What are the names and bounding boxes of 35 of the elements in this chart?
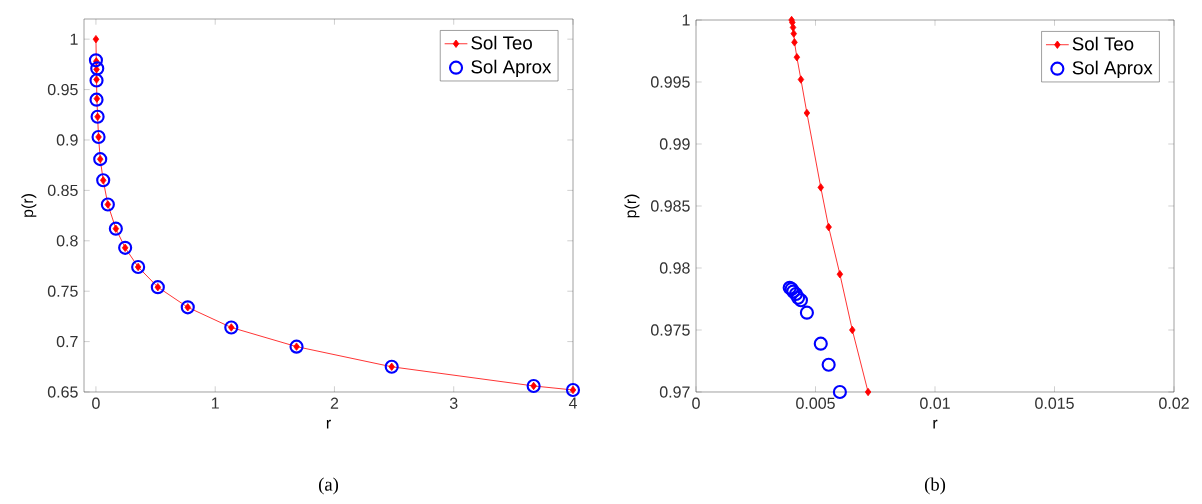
text: (b)	[924, 477, 946, 495]
x-axis-title: r	[933, 419, 938, 429]
legend-label: Sol Aprox	[471, 59, 552, 78]
y-tick-label: 0.985	[651, 200, 690, 212]
legend-label: Sol Teo	[1072, 36, 1134, 51]
y-axis-title: p(r)	[21, 194, 37, 217]
x-tick-label: 2	[330, 397, 339, 409]
x-tick-label: 0.02	[1159, 397, 1189, 409]
legend-label: Sol Teo	[471, 35, 532, 50]
x-tick-label: 0.01	[920, 397, 950, 409]
y-tick-label: 0.8	[56, 235, 78, 247]
y-tick-label: 0.75	[47, 285, 78, 297]
y-tick-label: 0.85	[47, 184, 78, 197]
y-tick-label: 0.99	[659, 138, 690, 150]
y-tick-label: 1	[70, 33, 78, 45]
legend-label: Sol Aprox	[1072, 60, 1153, 79]
x-axis-title: r	[326, 419, 331, 429]
y-tick-label: 0.97	[659, 386, 690, 398]
x-tick-label: 0.015	[1035, 397, 1074, 409]
y-tick-label: 1	[682, 14, 690, 26]
text: (a)	[318, 477, 339, 495]
y-tick-label: 0.975	[651, 324, 690, 336]
y-tick-label: 0.995	[651, 76, 690, 88]
x-tick-label: 1	[211, 397, 219, 409]
y-axis-title: p(r)	[624, 194, 640, 218]
x-tick-label: 0	[692, 397, 700, 409]
y-tick-label: 0.65	[47, 386, 78, 398]
x-tick-label: 3	[449, 397, 458, 409]
y-tick-label: 0.7	[56, 335, 78, 348]
x-tick-label: 0.005	[796, 397, 835, 409]
y-tick-label: 0.9	[56, 134, 78, 146]
x-tick-label: 0	[92, 397, 100, 409]
y-tick-label: 0.95	[47, 83, 78, 96]
y-tick-label: 0.98	[659, 262, 690, 274]
x-tick-label: 4	[568, 397, 577, 409]
